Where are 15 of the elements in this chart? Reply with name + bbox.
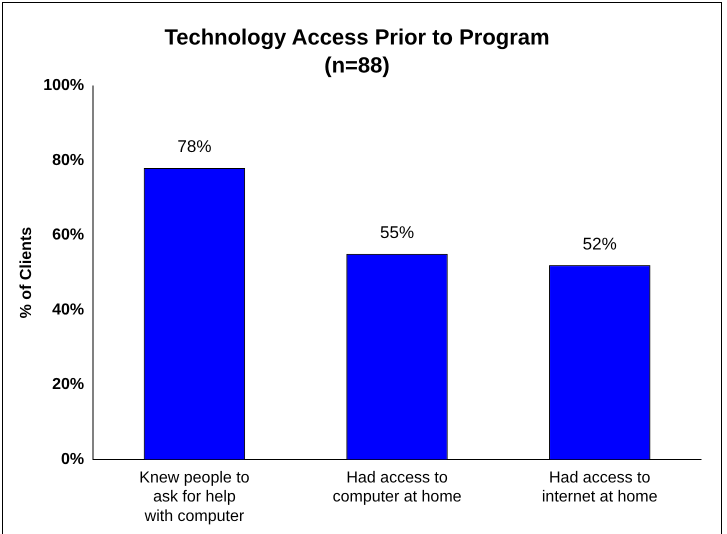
- data-label: 52%: [582, 234, 617, 254]
- x-tick-label: Had access to internet at home: [542, 469, 658, 506]
- y-tick-label: 100%: [43, 77, 84, 94]
- y-tick-label: 80%: [52, 152, 84, 169]
- y-tick-label: 60%: [52, 226, 84, 244]
- y-tick-label: 40%: [52, 301, 84, 318]
- x-tick-label: Had access to computer at home: [332, 469, 462, 506]
- x-tick-label: Knew people to ask for help with computer: [139, 469, 250, 525]
- y-tick-label: 20%: [52, 376, 84, 394]
- data-label: 78%: [177, 137, 212, 156]
- y-tick-label: 0%: [60, 450, 84, 468]
- chart-title: Technology Access Prior to Program: [164, 24, 550, 50]
- chart-subtitle: (n=88): [324, 52, 390, 78]
- y-axis-title: % of Clients: [18, 226, 36, 318]
- data-label: 55%: [380, 223, 414, 242]
